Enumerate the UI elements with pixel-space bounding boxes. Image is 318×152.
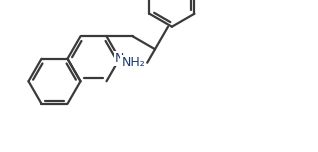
Text: NH₂: NH₂ — [121, 56, 145, 69]
Text: N: N — [115, 52, 124, 65]
